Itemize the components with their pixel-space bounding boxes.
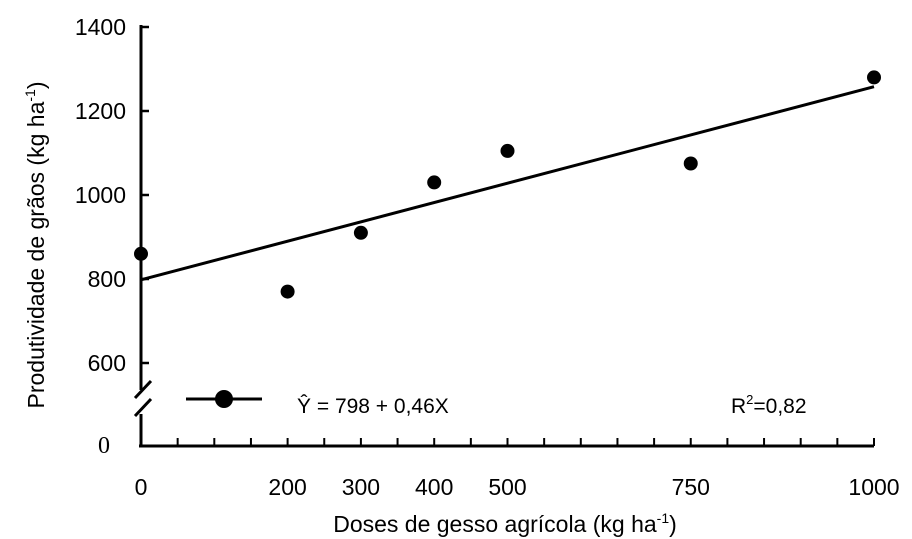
x-tick-label: 300	[342, 474, 380, 500]
data-point	[280, 284, 295, 299]
x-tick-label: 0	[135, 474, 148, 500]
x-tick-label: 1000	[848, 474, 899, 500]
data-point	[867, 70, 881, 85]
data-point	[683, 156, 698, 171]
y-tick-label: 1000	[75, 182, 126, 208]
y-tick-label: 1400	[75, 14, 126, 40]
data-point	[500, 143, 515, 158]
r-squared-label: R2=0,82	[731, 392, 807, 418]
regression-line	[140, 85, 875, 282]
y-tick-label-zero: 0	[98, 433, 110, 459]
x-tick-label: 400	[415, 474, 453, 500]
data-point	[134, 246, 148, 261]
y-axis-label: Produtividade de grãos (kg ha-1)	[22, 82, 49, 409]
x-tick-label: 200	[268, 474, 306, 500]
fit-line-group	[140, 85, 875, 282]
x-tick-label: 500	[488, 474, 526, 500]
data-points	[134, 70, 881, 299]
y-tick-label: 1200	[75, 98, 126, 124]
data-point	[353, 225, 368, 240]
axes	[133, 25, 874, 448]
y-tick-label: 800	[88, 266, 126, 292]
legend-equation: Ŷ = 798 + 0,46X	[297, 395, 449, 418]
data-point	[427, 175, 442, 190]
y-tick-label: 600	[88, 350, 126, 376]
ticks: 600 800 1000 1200 1400 00 200 300 400 500 750 1000	[75, 14, 900, 500]
legend-marker	[215, 390, 233, 408]
axis-break-mark-lower	[133, 397, 153, 418]
x-tick-label: 750	[672, 474, 710, 500]
legend: Ŷ = 798 + 0,46X R2=0,82	[186, 390, 807, 418]
axis-break-mark-upper	[133, 379, 153, 400]
x-axis-label: Doses de gesso agrícola (kg ha-1)	[333, 510, 677, 537]
